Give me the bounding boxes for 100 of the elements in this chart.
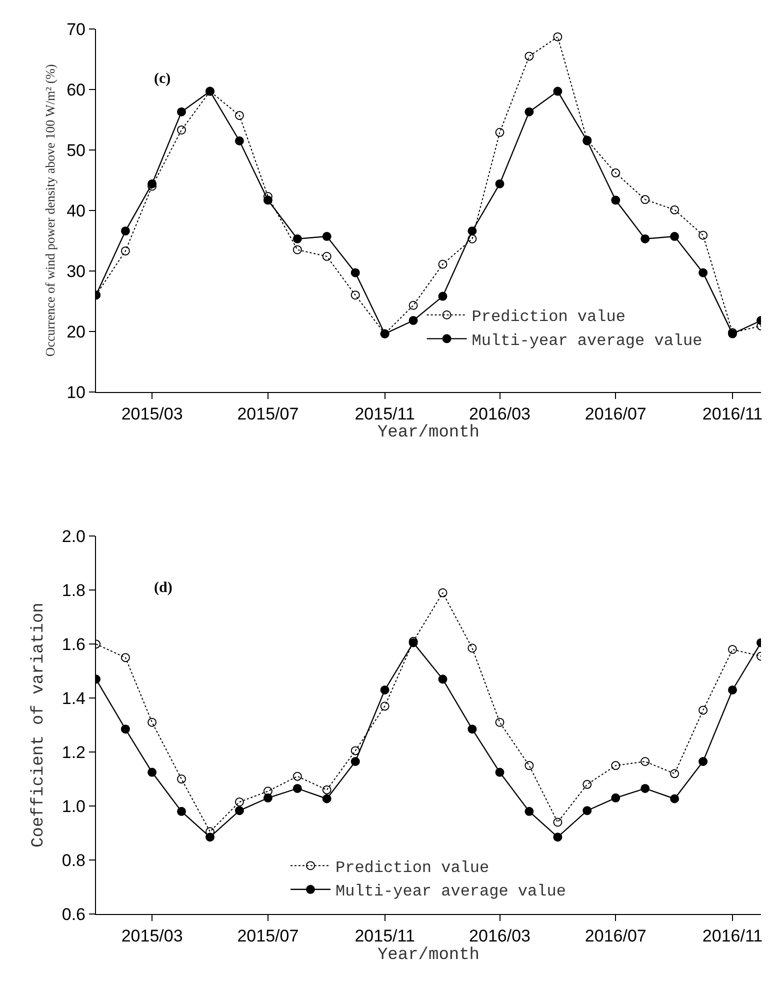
point	[120, 246, 130, 256]
point	[611, 761, 620, 770]
point	[408, 316, 418, 325]
point	[322, 785, 332, 794]
y-tick-label: 1.4	[62, 689, 86, 708]
point	[438, 260, 448, 269]
x-tick-label: 2015/07	[237, 404, 299, 424]
point	[495, 718, 504, 727]
y-tick-label: 70	[66, 20, 86, 39]
point	[495, 768, 504, 777]
point	[148, 179, 157, 188]
point	[468, 226, 477, 236]
point	[380, 702, 390, 711]
point	[670, 232, 680, 241]
point	[640, 234, 650, 244]
point	[322, 232, 332, 241]
x-tick-label: 2016/07	[584, 926, 646, 946]
point	[120, 226, 130, 236]
point	[553, 832, 562, 842]
legend-label: Prediction value	[472, 308, 626, 326]
y-tick-label: 30	[66, 262, 86, 281]
x-tick-label: 2015/11	[354, 404, 415, 424]
point	[206, 832, 214, 842]
y-tick-label: 0.8	[62, 850, 86, 870]
point	[495, 128, 504, 137]
annotation: (d)	[154, 580, 172, 596]
point	[148, 768, 157, 777]
point	[524, 52, 534, 61]
x-tick-label: 2015/03	[121, 404, 183, 424]
point	[234, 806, 244, 816]
point	[408, 300, 418, 310]
point	[468, 724, 477, 734]
point	[234, 136, 244, 146]
point	[468, 644, 477, 653]
y-tick-label: 10	[66, 382, 86, 402]
y-axis-title: Occurrence of wind power density above 100 W/m² (%)	[42, 64, 58, 357]
point	[380, 685, 390, 694]
point	[698, 268, 708, 278]
point	[553, 86, 562, 96]
legend-label: Prediction value	[336, 858, 490, 877]
x-tick-label: 2016/11	[702, 404, 763, 424]
point	[234, 110, 244, 120]
point	[728, 644, 737, 654]
point	[670, 794, 680, 804]
point	[263, 793, 272, 802]
point	[438, 674, 448, 684]
x-tick-label: 2015/11	[354, 926, 415, 946]
x-axis-title: Year/month	[377, 424, 480, 443]
point	[698, 706, 708, 715]
point	[177, 125, 186, 134]
point	[553, 32, 562, 42]
point	[640, 756, 650, 766]
y-tick-label: 40	[66, 201, 86, 220]
point	[640, 195, 650, 204]
point	[468, 234, 477, 244]
point	[177, 107, 186, 116]
point	[611, 168, 620, 178]
point	[524, 761, 534, 770]
y-tick-label: 1.6	[62, 635, 86, 654]
point	[524, 107, 534, 116]
point	[148, 718, 157, 727]
point	[350, 290, 360, 300]
point	[728, 685, 737, 694]
y-tick-label: 50	[66, 140, 86, 160]
y-tick-label: 2.0	[62, 527, 86, 546]
point	[495, 179, 504, 188]
point	[120, 653, 130, 662]
annotation: (c)	[154, 71, 171, 87]
x-axis-title: Year/month	[377, 946, 480, 965]
y-tick-label: 0.6	[62, 904, 86, 924]
point	[292, 784, 302, 793]
point	[582, 806, 592, 816]
x-tick-label: 2016/11	[702, 926, 763, 946]
point	[611, 196, 620, 205]
point	[698, 230, 708, 240]
point	[322, 794, 332, 804]
y-tick-label: 1.8	[62, 581, 86, 600]
legend-label: Multi-year average value	[472, 332, 702, 350]
point	[670, 205, 680, 214]
point	[177, 774, 186, 784]
point	[582, 780, 592, 789]
x-tick-label: 2016/07	[584, 404, 646, 424]
point	[350, 746, 360, 756]
point	[611, 793, 620, 802]
x-tick-label: 2016/03	[469, 404, 530, 424]
x-tick-label: 2015/03	[121, 926, 183, 946]
point	[177, 806, 186, 816]
point	[292, 245, 302, 254]
point	[553, 818, 562, 827]
point	[292, 234, 302, 244]
point	[670, 769, 680, 778]
y-tick-label: 20	[66, 322, 86, 342]
point	[350, 268, 360, 278]
point	[438, 292, 448, 301]
y-tick-label: 1.2	[62, 742, 86, 762]
y-tick-label: 60	[66, 80, 86, 100]
point	[350, 756, 360, 766]
legend-label: Multi-year average value	[336, 882, 566, 901]
point	[120, 724, 130, 734]
point	[234, 797, 244, 806]
